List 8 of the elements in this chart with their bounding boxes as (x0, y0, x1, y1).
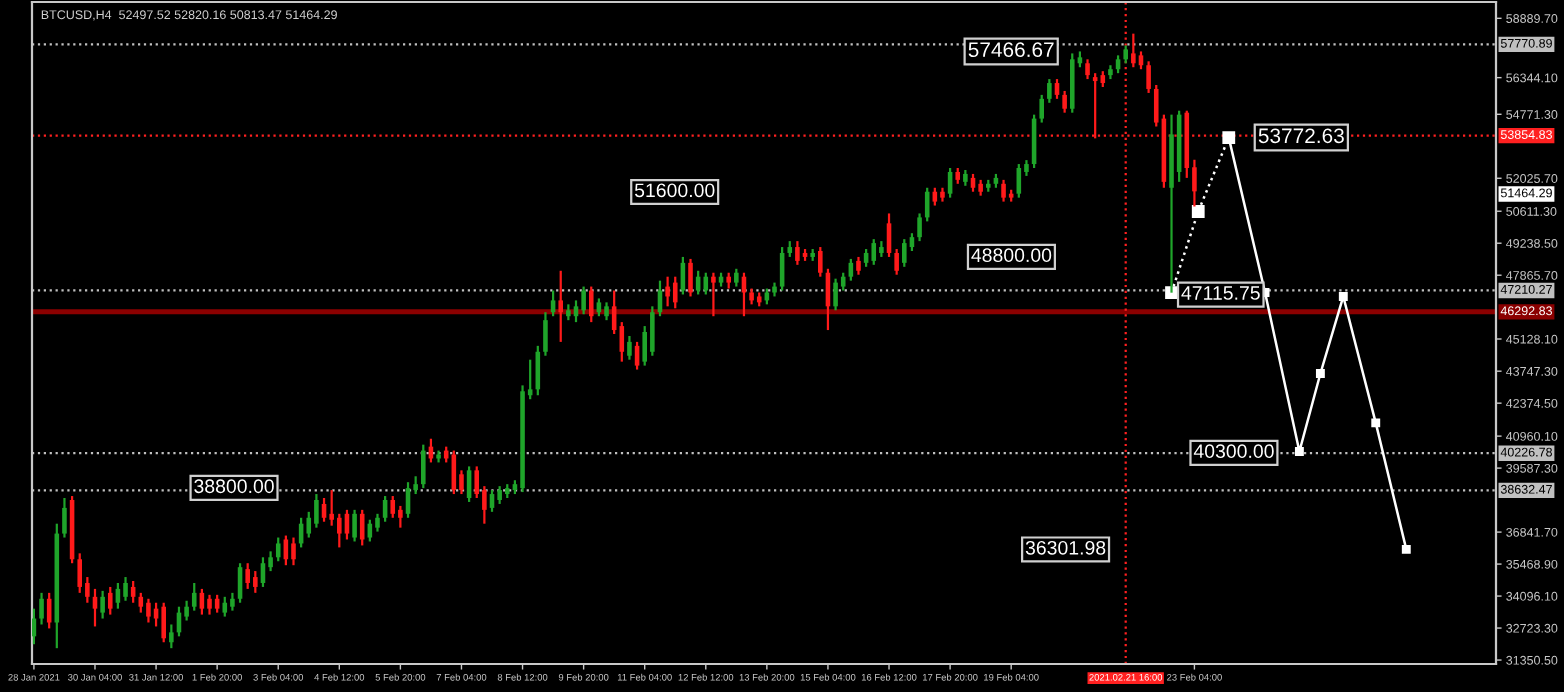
annotation: 53772.63 (1258, 128, 1344, 144)
annotation: 40300.00 (1193, 444, 1274, 459)
annotation: 47115.75 (1181, 286, 1260, 300)
annotation: 57466.67 (968, 42, 1054, 58)
annotation: 38800.00 (194, 479, 274, 494)
annotation: 51600.00 (634, 183, 715, 198)
annotation: 48800.00 (971, 248, 1052, 263)
annotation: 36301.98 (1025, 540, 1106, 555)
